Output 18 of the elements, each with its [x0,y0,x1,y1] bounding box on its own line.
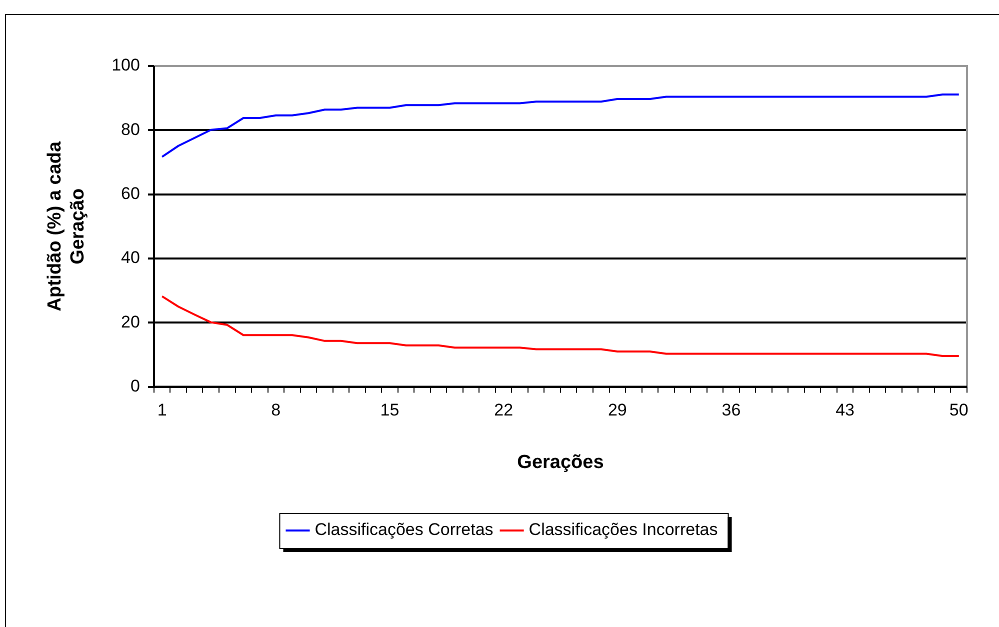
legend-label: Classificações Incorretas [528,520,718,540]
y-tick-label: 40 [121,248,140,268]
x-tick-label: 50 [949,400,968,420]
x-tick-label: 36 [722,400,741,420]
x-axis-title: Gerações [517,452,604,473]
x-tick-label: 1 [157,400,167,420]
x-tick-label: 29 [608,400,627,420]
x-tick-label: 22 [494,400,514,420]
x-tick-label: 8 [271,400,281,420]
legend-label: Classificações Corretas [314,520,494,540]
y-tick-label: 100 [112,56,140,75]
y-tick-label: 20 [121,312,140,332]
x-tick-label: 43 [836,400,855,420]
y-axis-title: Aptidão (%) a cada Geração [44,140,88,312]
y-tick-label: 80 [121,120,140,139]
y-tick-label: 60 [121,184,140,204]
x-tick-label: 15 [380,400,400,420]
y-tick-label: 0 [130,376,140,396]
